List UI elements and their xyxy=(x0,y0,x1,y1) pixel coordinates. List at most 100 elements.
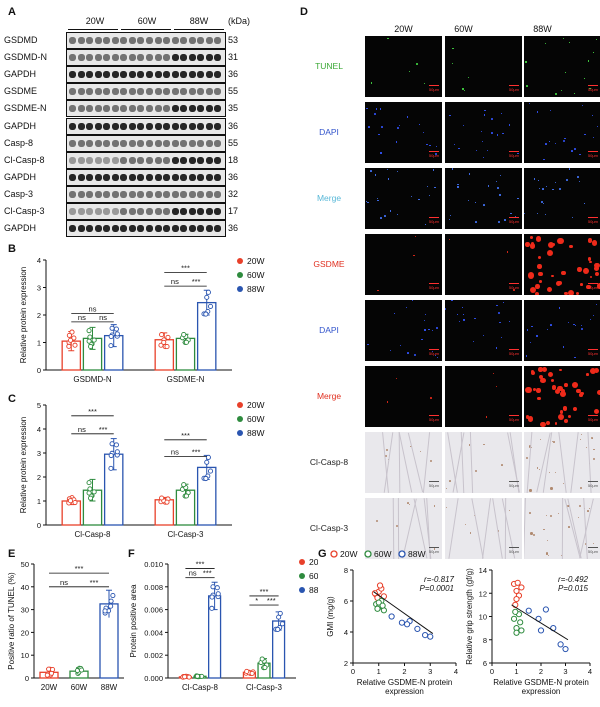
micro-speckle xyxy=(568,290,575,295)
wb-band xyxy=(205,122,213,130)
data-point xyxy=(209,594,215,600)
wb-band xyxy=(111,173,119,181)
wb-band xyxy=(180,105,188,113)
data-point xyxy=(186,674,192,680)
wb-band xyxy=(120,37,128,45)
data-point xyxy=(165,334,171,340)
micro-speckle xyxy=(527,416,534,422)
micro-speckle xyxy=(551,188,554,191)
micro-speckle xyxy=(562,37,564,40)
wb-band xyxy=(146,88,154,96)
micro-speckle xyxy=(531,325,533,328)
micro-speckle xyxy=(369,169,372,172)
legend-label: 20W xyxy=(340,549,357,559)
data-point xyxy=(203,311,209,317)
micro-speckle xyxy=(568,526,570,528)
micro-speckle xyxy=(376,197,379,200)
micro-speckle xyxy=(562,406,568,411)
micro-speckle xyxy=(546,186,548,188)
micro-speckle xyxy=(581,325,583,327)
y-tick-label: 8 xyxy=(483,636,487,645)
wb-band xyxy=(69,105,77,113)
scale-bar: 50μm xyxy=(428,153,439,158)
x-tick-label: 0 xyxy=(351,667,355,676)
micro-tile: 50μm xyxy=(524,432,600,493)
wb-blot-strip xyxy=(66,134,226,152)
data-point xyxy=(108,452,114,459)
y-axis-label: Relative grip strength (gf/g) xyxy=(465,568,474,665)
micro-speckle xyxy=(451,62,453,64)
micro-speckle xyxy=(547,554,550,557)
micro-speckle xyxy=(536,236,542,242)
micro-tile: 50μm xyxy=(365,102,442,163)
wb-band xyxy=(69,156,77,164)
micro-speckle xyxy=(481,131,482,133)
wb-band xyxy=(94,208,102,216)
wb-band xyxy=(154,139,162,147)
micro-speckle xyxy=(564,383,568,387)
wb-band xyxy=(205,71,213,79)
micro-speckle xyxy=(529,287,536,294)
data-point xyxy=(557,641,564,648)
chart-f: 0.000 0.002 0.004 0.006 0.008 0.010 Protein po… xyxy=(129,557,318,692)
wb-row-kda: 31 xyxy=(228,52,239,63)
micro-speckle xyxy=(394,313,395,315)
legend-marker xyxy=(237,416,243,422)
wb-row-kda: 32 xyxy=(228,188,239,199)
micro-tile: 50μm xyxy=(445,102,522,163)
micro-row-label: Cl-Casp-3 xyxy=(309,523,349,533)
wb-band xyxy=(69,88,77,96)
wb-band xyxy=(154,88,162,96)
wb-band xyxy=(94,139,102,147)
wb-band xyxy=(128,54,136,62)
micro-speckle xyxy=(475,202,477,204)
y-tick-label: 4 xyxy=(37,425,41,434)
micro-speckle xyxy=(525,61,527,63)
y-axis-label: Relative protein expression xyxy=(19,267,28,364)
wb-band xyxy=(171,54,179,62)
wb-band xyxy=(77,122,85,130)
wb-band xyxy=(214,71,222,79)
micro-speckle xyxy=(380,126,383,128)
data-point xyxy=(207,468,214,474)
wb-band xyxy=(197,37,205,45)
wb-band xyxy=(86,139,94,147)
micro-speckle xyxy=(548,472,551,474)
y-tick-label: 0 xyxy=(25,674,29,683)
micro-speckle xyxy=(564,71,566,73)
wb-band xyxy=(146,139,154,147)
wb-band xyxy=(111,37,119,45)
wb-band xyxy=(137,37,145,45)
y-tick-label: 3 xyxy=(37,284,41,293)
micro-speckle xyxy=(532,388,536,392)
wb-band xyxy=(94,156,102,164)
wb-band xyxy=(214,37,222,45)
x-tick-label: 2 xyxy=(539,667,543,676)
micro-speckle xyxy=(555,92,557,95)
wb-band xyxy=(205,225,213,233)
wb-band xyxy=(69,225,77,233)
wb-band xyxy=(103,71,111,79)
micro-speckle xyxy=(588,508,590,510)
micro-speckle xyxy=(545,420,550,425)
data-point xyxy=(215,591,221,597)
micro-speckle xyxy=(483,443,485,446)
data-point xyxy=(427,633,434,640)
wb-band xyxy=(103,37,111,45)
y-tick-label: 20 xyxy=(21,628,29,637)
micro-speckle xyxy=(430,459,433,462)
micro-speckle xyxy=(597,283,600,289)
micro-speckle xyxy=(502,133,504,135)
micro-speckle xyxy=(427,186,429,188)
wb-band xyxy=(163,139,171,147)
micro-tile: 50μm xyxy=(445,300,522,361)
data-point xyxy=(518,584,525,591)
micro-speckle xyxy=(365,201,367,202)
wb-band xyxy=(111,71,119,79)
micro-speckle xyxy=(425,223,426,225)
y-tick-label: 8 xyxy=(344,566,348,575)
data-point xyxy=(164,344,170,350)
y-tick-label: 10 xyxy=(479,613,487,622)
micro-speckle xyxy=(565,179,568,181)
wb-group-line-88w xyxy=(174,29,224,30)
